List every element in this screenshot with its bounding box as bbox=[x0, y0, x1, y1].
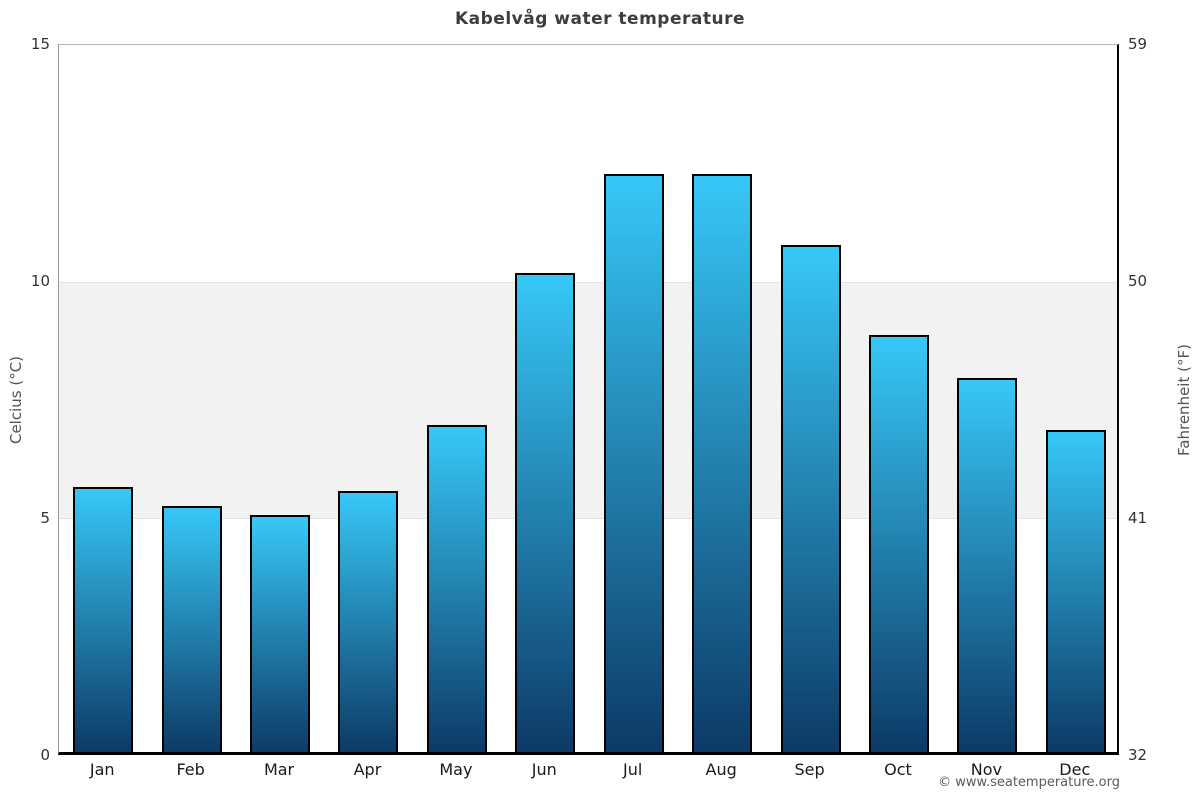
y-tick-fahrenheit-32: 32 bbox=[1128, 746, 1148, 764]
bar-sep bbox=[780, 244, 841, 752]
x-tick-oct: Oct bbox=[884, 760, 912, 779]
x-tick-jul: Jul bbox=[623, 760, 643, 779]
x-tick-nov: Nov bbox=[970, 760, 1002, 779]
bar-oct bbox=[868, 334, 929, 752]
bar-feb bbox=[161, 505, 222, 752]
copyright-text: © www.seatemperature.org bbox=[938, 775, 1120, 790]
x-tick-feb: Feb bbox=[176, 760, 205, 779]
y-axis-label-fahrenheit: Fahrenheit (°F) bbox=[1175, 344, 1193, 456]
y-tick-celsius-10: 10 bbox=[30, 272, 50, 290]
x-tick-apr: Apr bbox=[353, 760, 382, 779]
y-tick-fahrenheit-41: 41 bbox=[1128, 509, 1148, 527]
bar-may bbox=[426, 424, 487, 752]
x-tick-jun: Jun bbox=[531, 760, 557, 779]
y-tick-celsius-5: 5 bbox=[40, 509, 50, 527]
bar-dec bbox=[1045, 429, 1106, 752]
bar-jun bbox=[515, 273, 576, 752]
x-tick-mar: Mar bbox=[263, 760, 295, 779]
bar-nov bbox=[957, 377, 1018, 752]
x-tick-may: May bbox=[439, 760, 473, 779]
y-axis-label-celsius: Celcius (°C) bbox=[7, 355, 25, 445]
y-tick-celsius-15: 15 bbox=[30, 35, 50, 53]
x-tick-sep: Sep bbox=[794, 760, 825, 779]
x-tick-jan: Jan bbox=[89, 760, 115, 779]
y-tick-fahrenheit-59: 59 bbox=[1128, 35, 1148, 53]
plot-area bbox=[58, 44, 1119, 755]
x-tick-aug: Aug bbox=[705, 760, 737, 779]
x-tick-dec: Dec bbox=[1059, 760, 1091, 779]
bar-mar bbox=[250, 515, 311, 752]
bar-aug bbox=[692, 173, 753, 752]
bar-jul bbox=[603, 173, 664, 752]
shaded-band-5-10 bbox=[59, 282, 1117, 519]
bar-jan bbox=[73, 486, 134, 752]
y-tick-fahrenheit-50: 50 bbox=[1128, 272, 1148, 290]
chart-title: Kabelvåg water temperature bbox=[454, 9, 745, 29]
y-tick-celsius-0: 0 bbox=[40, 746, 50, 764]
bar-apr bbox=[338, 491, 399, 752]
